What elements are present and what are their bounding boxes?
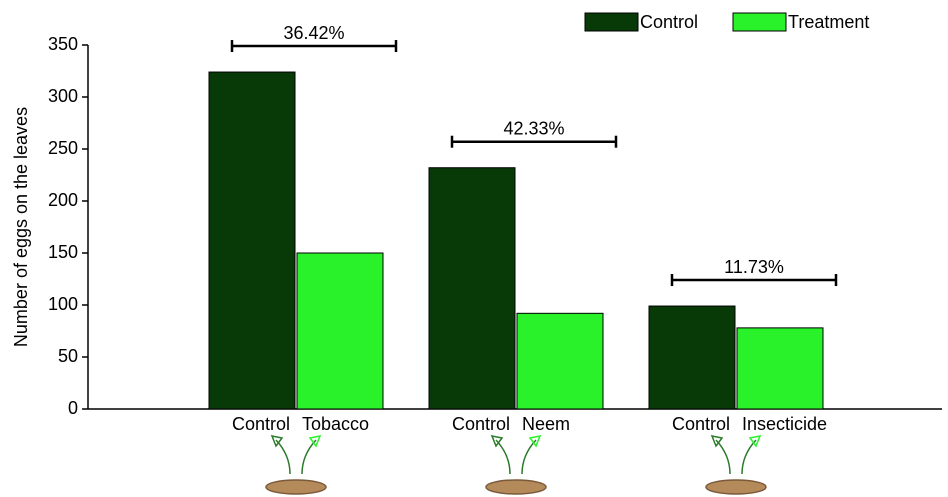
y-tick-label: 300 [48,86,78,106]
x-tick-label: Tobacco [302,414,369,434]
bar [296,252,384,410]
y-axis-label: Number of eggs on the leaves [11,107,31,347]
x-tick-label: Control [672,414,730,434]
y-tick-label: 0 [68,398,78,418]
x-tick-label: Insecticide [742,414,827,434]
legend-label: Control [640,12,698,32]
icons [265,434,767,495]
y-tick-label: 50 [58,346,78,366]
y-tick-label: 350 [48,34,78,54]
bar [736,327,824,410]
x-tick-label: Control [232,414,290,434]
x-tick-label: Control [452,414,510,434]
y-tick-label: 250 [48,138,78,158]
legend-swatch [732,12,787,32]
bar [208,71,296,410]
y-tick-label: 150 [48,242,78,262]
bar [428,167,516,410]
annotation: 11.73% [724,257,784,277]
x-tick-label: Neem [522,414,570,434]
annotation: 36.42% [283,23,344,43]
y-tick-label: 100 [48,294,78,314]
legend-swatch [584,12,639,32]
y-tick-label: 200 [48,190,78,210]
bar [648,305,736,410]
bar [516,312,604,410]
annotation: 42.33% [503,118,564,138]
legend-label: Treatment [788,12,869,32]
